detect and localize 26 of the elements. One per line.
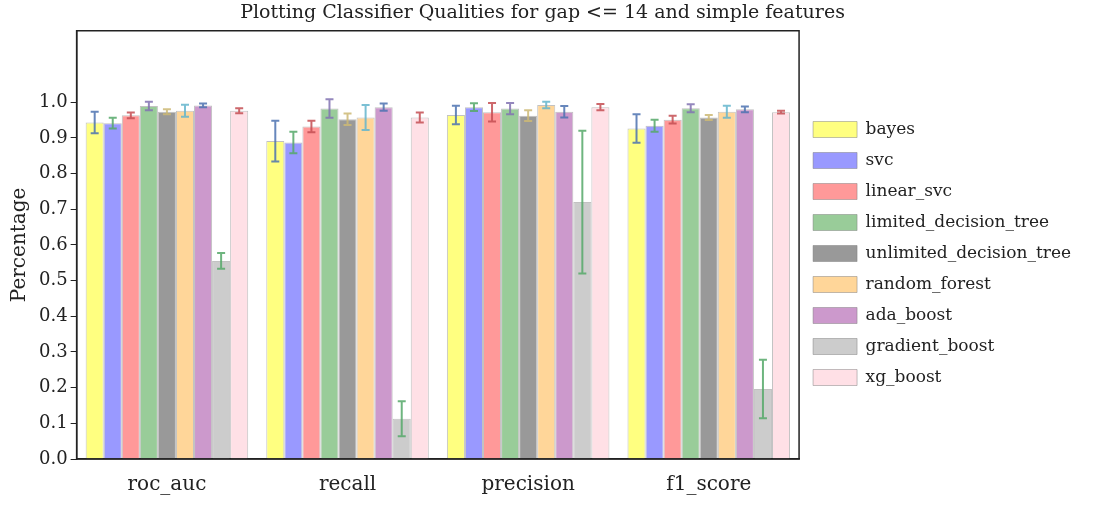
x-tick-label: f1_score	[666, 471, 752, 496]
legend-label: bayes	[865, 117, 915, 138]
x-tick-label: precision	[481, 471, 575, 496]
y-tick-label: 0.9	[38, 125, 68, 147]
legend-label: unlimited_decision_tree	[865, 241, 1072, 262]
legend-label: svc	[865, 148, 894, 169]
legend-label: xg_boost	[865, 365, 942, 386]
y-tick-label: 0.0	[38, 446, 68, 468]
y-tick-label: 0.1	[38, 410, 68, 432]
y-tick-label: 0.4	[38, 303, 68, 325]
legend-label: gradient_boost	[865, 334, 995, 355]
y-tick-label: 0.3	[38, 339, 68, 361]
y-tick-label: 0.5	[38, 268, 68, 290]
x-tick-label: roc_auc	[127, 471, 207, 496]
chart-title: Plotting Classifier Qualities for gap <= 14 and simple features	[240, 0, 845, 23]
y-tick-label: 0.8	[38, 161, 68, 183]
x-tick-label: recall	[318, 471, 377, 496]
y-tick-label: 0.2	[38, 375, 68, 397]
y-tick-label: 0.7	[38, 196, 68, 218]
legend-label: ada_boost	[865, 303, 953, 324]
y-tick-label: 1.0	[38, 89, 68, 111]
legend-label: linear_svc	[865, 179, 953, 200]
legend-label: random_forest	[865, 272, 991, 293]
y-axis-title: Percentage	[6, 187, 31, 303]
y-tick-label: 0.6	[38, 232, 68, 254]
legend-label: limited_decision_tree	[865, 210, 1050, 231]
